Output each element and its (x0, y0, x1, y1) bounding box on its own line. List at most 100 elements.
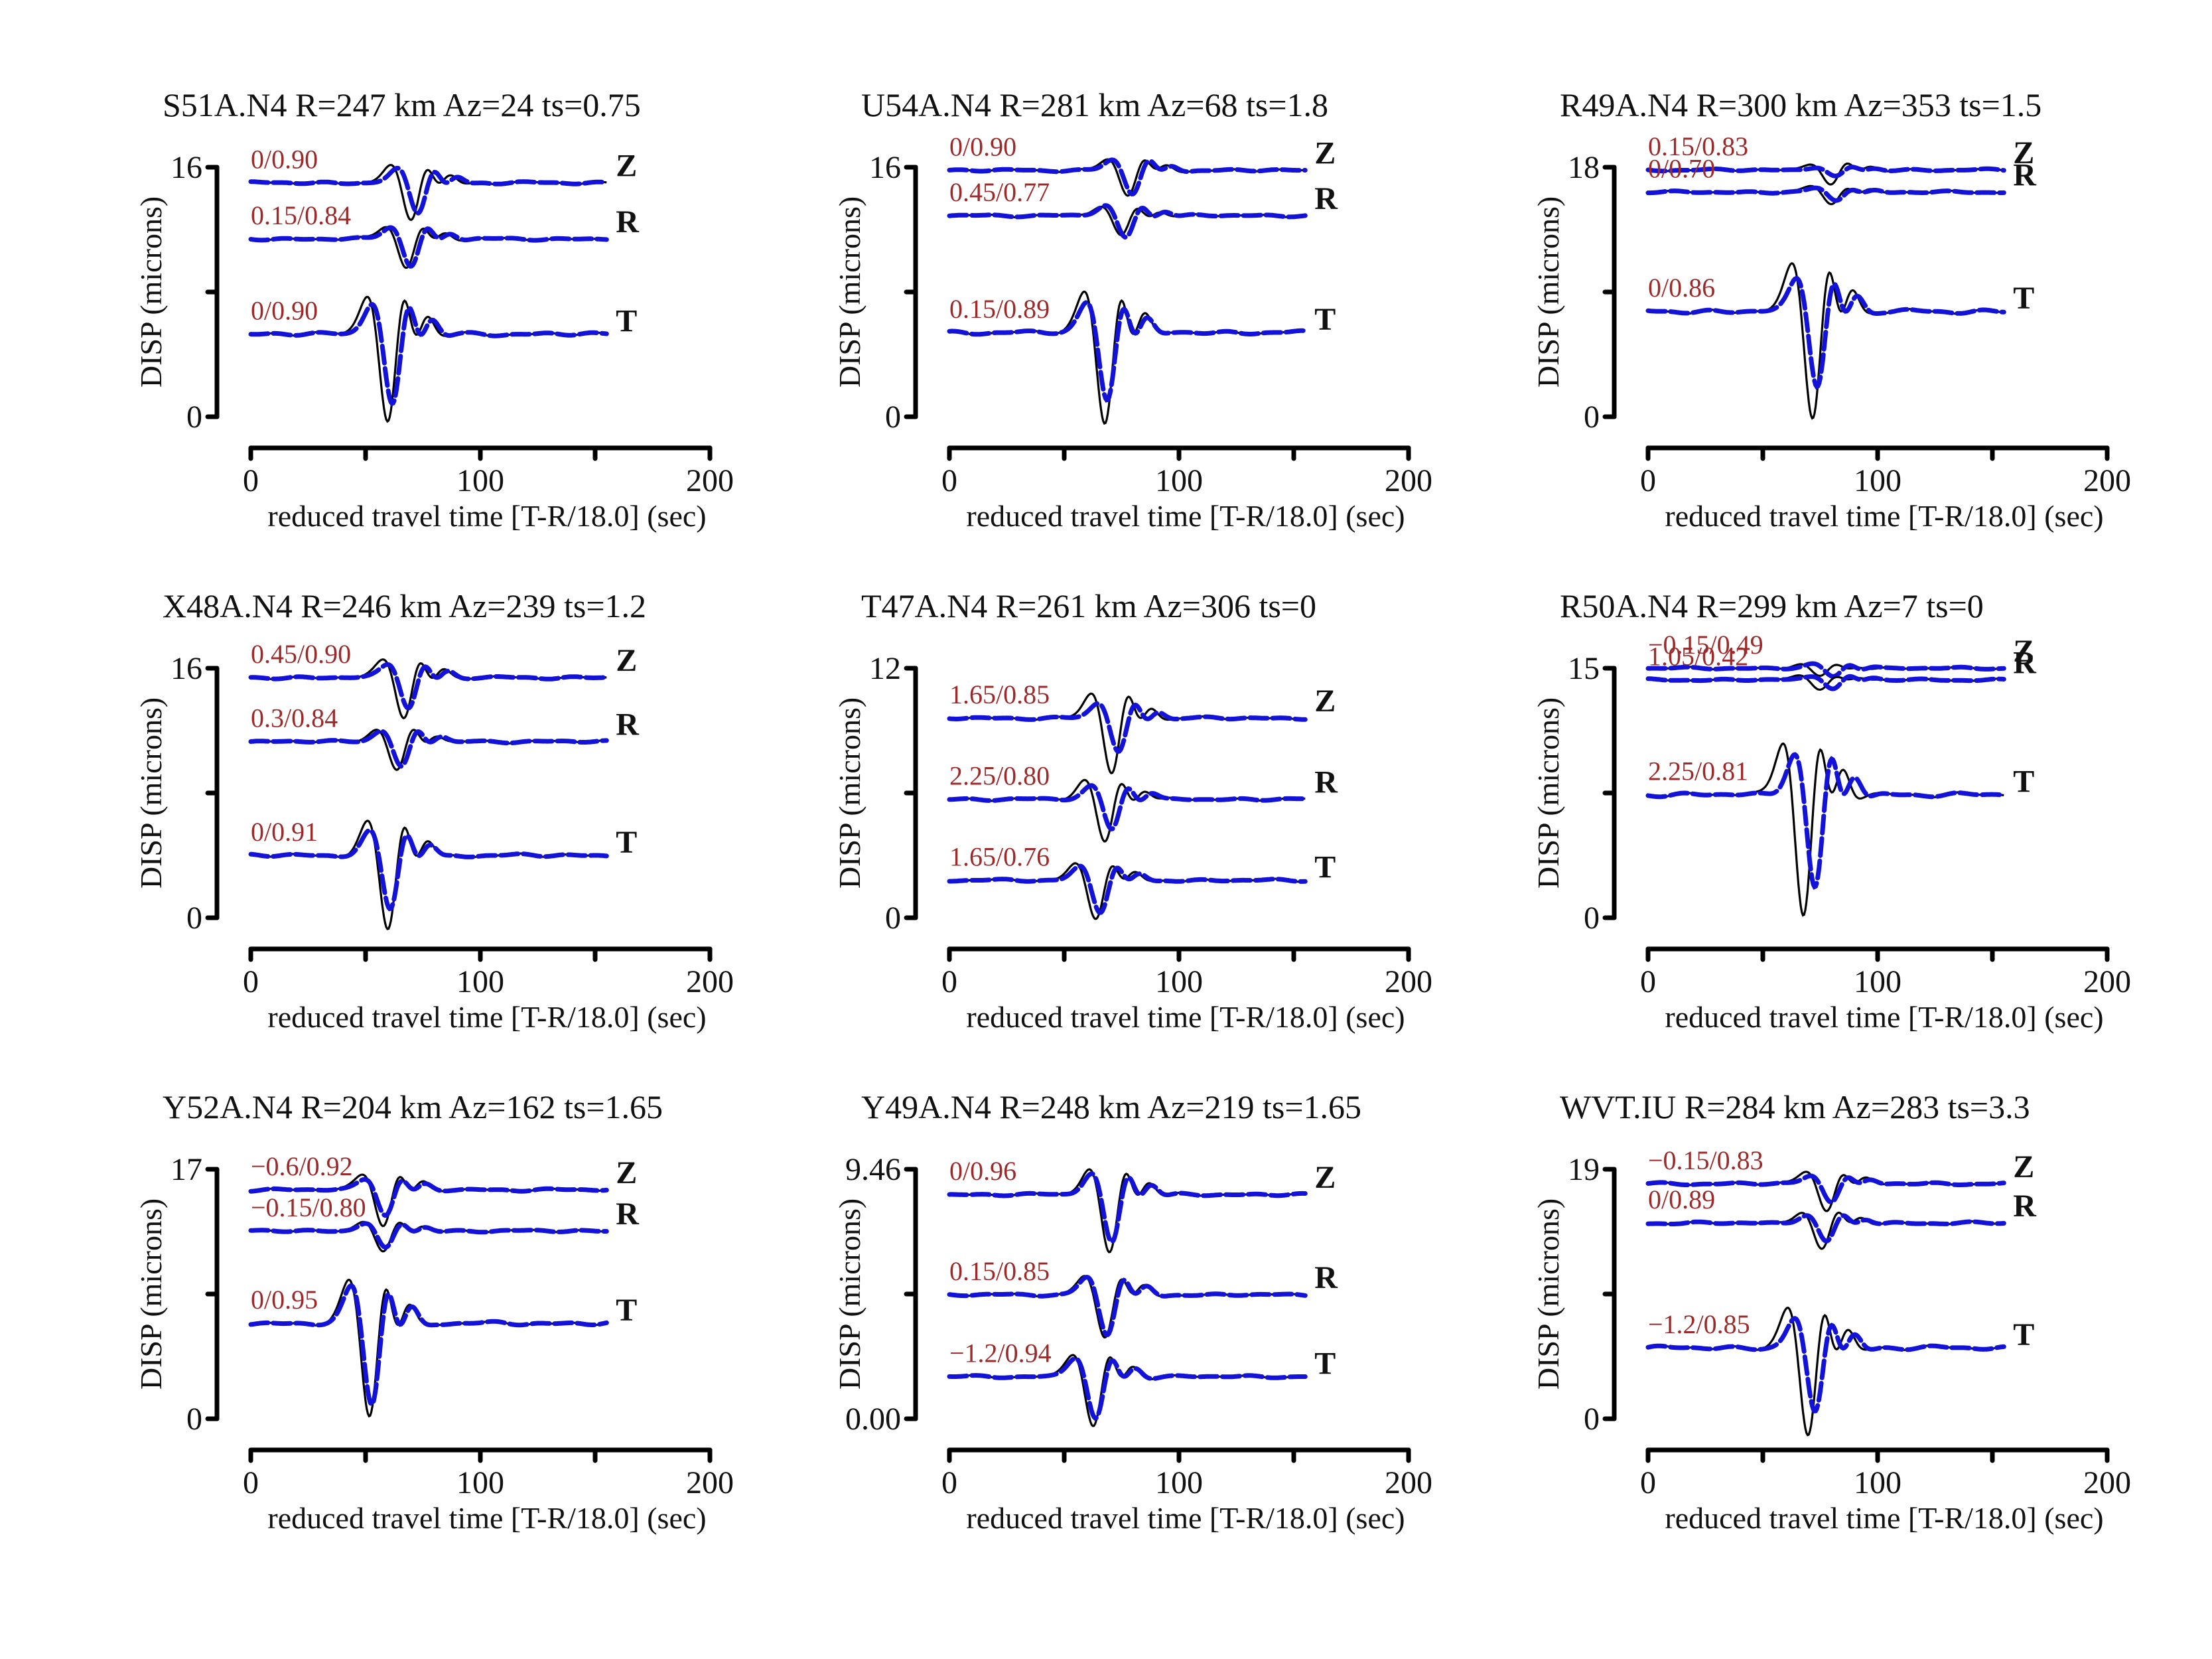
x-tick-label: 100 (456, 964, 504, 999)
x-tick-label: 100 (1155, 1465, 1203, 1500)
seismogram-panel: T47A.N4 R=261 km Az=306 ts=0 12 0 DISP (mic… (833, 587, 1432, 1034)
x-tick-label: 200 (2083, 964, 2131, 999)
synthetic-trace-t (248, 1283, 609, 1407)
component-label-z: Z (2013, 135, 2034, 171)
seismogram-panel: X48A.N4 R=246 km Az=239 ts=1.2 16 0 DISP (m… (134, 587, 734, 1034)
synthetic-trace-r (947, 783, 1308, 831)
component-label-r: R (2013, 1189, 2037, 1224)
y-tick-label-min: 0 (186, 901, 202, 936)
y-axis-label: DISP (microns) (833, 697, 866, 889)
trace-annotation-z: 0.15/0.83 (1648, 131, 1748, 161)
component-label-t: T (616, 303, 637, 338)
trace-annotation-z: −0.6/0.92 (251, 1151, 353, 1181)
trace-annotation-t: −1.2/0.85 (1648, 1309, 1750, 1339)
x-tick-label: 100 (1155, 463, 1203, 498)
y-axis-label: DISP (microns) (833, 1198, 866, 1390)
synthetic-trace-z (947, 1171, 1308, 1245)
component-label-r: R (616, 1196, 640, 1232)
component-label-z: Z (1314, 1160, 1336, 1195)
x-tick-label: 100 (456, 1465, 504, 1500)
observed-trace-r (250, 729, 607, 771)
trace-annotation-r: 0.15/0.85 (949, 1256, 1050, 1286)
x-tick-label: 100 (1854, 463, 1901, 498)
y-tick-label-max: 16 (171, 651, 202, 686)
y-tick-label-min: 0 (1584, 399, 1600, 435)
y-tick-label-min: 0 (186, 399, 202, 435)
synthetic-trace-z (248, 662, 609, 711)
synthetic-trace-t (1645, 275, 2006, 390)
component-label-r: R (2013, 646, 2037, 681)
component-label-t: T (1314, 850, 1336, 885)
synthetic-trace-z (248, 165, 609, 216)
component-label-r: R (616, 707, 640, 742)
trace-annotation-z: 0/0.96 (949, 1156, 1016, 1186)
x-tick-label: 0 (941, 463, 957, 498)
y-tick-label-max: 9.46 (845, 1152, 901, 1187)
panel-title: T47A.N4 R=261 km Az=306 ts=0 (861, 587, 1316, 624)
x-axis-label: reduced travel time [T-R/18.0] (sec) (966, 1501, 1405, 1535)
component-label-z: Z (616, 149, 637, 184)
y-tick-label-max: 18 (1568, 150, 1600, 185)
y-tick-label-min: 0 (885, 399, 901, 435)
y-tick-label-max: 16 (171, 150, 202, 185)
y-axis-label: DISP (microns) (1531, 196, 1565, 388)
y-tick-label-min: 0.00 (845, 1402, 901, 1437)
trace-annotation-r: 0/0.70 (1648, 154, 1715, 184)
x-tick-label: 0 (243, 964, 259, 999)
x-tick-label: 200 (2083, 1465, 2131, 1500)
y-tick-label-min: 0 (885, 901, 901, 936)
component-label-z: Z (2013, 1149, 2034, 1185)
component-label-r: R (1314, 1260, 1338, 1295)
y-axis-label: DISP (microns) (1531, 697, 1565, 889)
y-axis-label: DISP (microns) (833, 196, 866, 388)
synthetic-trace-t (947, 863, 1308, 915)
component-label-z: Z (1314, 684, 1336, 719)
x-tick-label: 0 (1640, 964, 1656, 999)
trace-annotation-r: 1.05/0.42 (1648, 642, 1748, 672)
synthetic-trace-z (947, 701, 1308, 755)
seismogram-panel: Y52A.N4 R=204 km Az=162 ts=1.65 17 0 DISP (… (134, 1088, 734, 1535)
component-label-t: T (2013, 281, 2034, 316)
x-tick-label: 200 (1385, 1465, 1432, 1500)
y-tick-label-min: 0 (186, 1402, 202, 1437)
component-label-z: Z (2013, 634, 2034, 669)
synthetic-trace-z (248, 1177, 609, 1218)
synthetic-trace-t (947, 300, 1308, 403)
x-tick-label: 200 (2083, 463, 2131, 498)
panel-title: R49A.N4 R=300 km Az=353 ts=1.5 (1560, 86, 2041, 123)
trace-annotation-z: −0.15/0.83 (1648, 1145, 1763, 1175)
x-axis-label: reduced travel time [T-R/18.0] (sec) (966, 1000, 1405, 1034)
trace-annotation-z: −0.15/0.49 (1648, 630, 1763, 660)
trace-annotation-t: 0/0.90 (251, 295, 318, 325)
synthetic-trace-r (947, 203, 1308, 240)
x-tick-label: 100 (1854, 1465, 1901, 1500)
x-tick-label: 0 (941, 1465, 957, 1500)
panel-title: Y49A.N4 R=248 km Az=219 ts=1.65 (861, 1088, 1361, 1125)
synthetic-trace-z (1645, 661, 2006, 679)
trace-annotation-r: 2.25/0.80 (949, 760, 1050, 790)
x-tick-label: 200 (1385, 463, 1432, 498)
synthetic-trace-r (947, 1275, 1308, 1338)
component-label-z: Z (1314, 136, 1336, 171)
component-label-t: T (1314, 1346, 1336, 1381)
trace-annotation-z: 0.45/0.90 (251, 639, 351, 669)
component-label-z: Z (616, 643, 637, 678)
trace-annotation-r: 0.45/0.77 (949, 177, 1050, 207)
component-label-t: T (2013, 764, 2034, 800)
x-tick-label: 200 (686, 1465, 734, 1500)
trace-annotation-t: 0/0.95 (251, 1285, 318, 1315)
synthetic-trace-t (248, 302, 609, 407)
panel-title: U54A.N4 R=281 km Az=68 ts=1.8 (861, 86, 1328, 123)
y-tick-label-max: 16 (869, 150, 901, 185)
x-tick-label: 0 (243, 463, 259, 498)
synthetic-trace-t (947, 1356, 1308, 1421)
x-tick-label: 200 (686, 463, 734, 498)
panel-title: WVT.IU R=284 km Az=283 ts=3.3 (1560, 1088, 2030, 1125)
x-tick-label: 0 (1640, 1465, 1656, 1500)
seismogram-panel: S51A.N4 R=247 km Az=24 ts=0.75 16 0 DISP (m… (134, 86, 734, 533)
synthetic-trace-r (1645, 185, 2006, 203)
observed-trace-r (250, 226, 607, 269)
seismogram-panel: Y49A.N4 R=248 km Az=219 ts=1.65 9.46 0.00 D… (833, 1088, 1432, 1535)
y-axis-label: DISP (microns) (1531, 1198, 1565, 1390)
trace-annotation-r: −0.15/0.80 (251, 1192, 366, 1222)
